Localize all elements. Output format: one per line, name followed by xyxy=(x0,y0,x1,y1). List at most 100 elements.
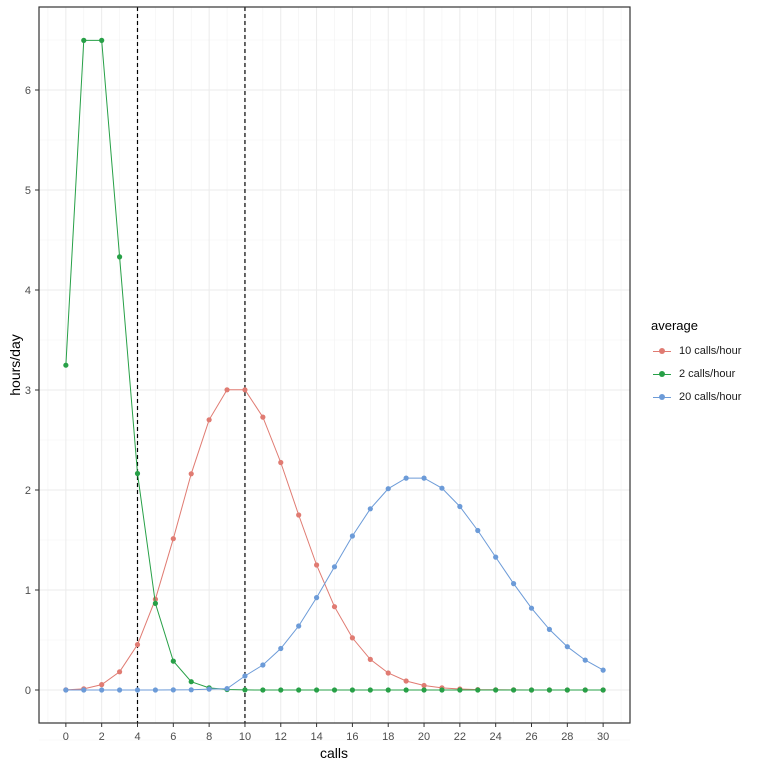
data-point xyxy=(600,667,606,673)
data-point xyxy=(385,670,391,676)
data-point xyxy=(349,687,356,693)
legend-key-icon xyxy=(651,369,673,379)
legend-item-20-calls: 20 calls/hour xyxy=(651,385,741,408)
data-point xyxy=(582,687,588,693)
data-point xyxy=(421,475,427,481)
data-point xyxy=(313,595,320,601)
data-point xyxy=(170,687,176,693)
data-point xyxy=(134,642,141,648)
data-point xyxy=(493,554,499,560)
data-point xyxy=(99,687,105,693)
data-point xyxy=(278,459,284,466)
data-point xyxy=(421,687,427,693)
y-tick-label: 0 xyxy=(25,685,31,697)
data-point xyxy=(278,687,284,693)
data-point xyxy=(242,387,248,393)
data-point xyxy=(224,387,230,393)
data-point xyxy=(546,687,553,693)
legend-label: 2 calls/hour xyxy=(679,367,736,380)
data-point xyxy=(349,635,356,641)
x-tick-label: 20 xyxy=(418,731,430,743)
data-point xyxy=(367,687,373,693)
data-point xyxy=(475,527,481,534)
legend-item-2-calls: 2 calls/hour xyxy=(651,362,741,385)
data-point xyxy=(457,687,463,693)
x-tick-label: 22 xyxy=(454,731,466,743)
x-tick-label: 6 xyxy=(170,731,176,743)
data-point xyxy=(403,678,409,684)
data-point xyxy=(510,687,517,693)
y-tick-label: 2 xyxy=(25,485,31,497)
data-point xyxy=(582,657,588,663)
data-point xyxy=(403,687,409,693)
data-point xyxy=(493,687,499,693)
data-point xyxy=(331,564,338,570)
x-tick-label: 2 xyxy=(99,731,105,743)
data-point xyxy=(367,656,373,663)
data-point xyxy=(188,679,194,685)
y-axis-ticks: 0 1 2 3 4 5 6 xyxy=(25,85,39,697)
data-point xyxy=(224,686,230,692)
data-point xyxy=(206,417,212,423)
data-point xyxy=(296,512,302,518)
data-point xyxy=(63,362,69,368)
x-tick-label: 14 xyxy=(310,731,322,743)
y-tick-label: 5 xyxy=(25,185,31,197)
data-series xyxy=(63,37,606,693)
data-point xyxy=(421,682,427,689)
legend-key-icon xyxy=(651,392,673,402)
data-point xyxy=(349,533,356,539)
y-tick-label: 4 xyxy=(25,285,31,297)
x-tick-label: 0 xyxy=(63,731,69,743)
data-point xyxy=(475,687,481,693)
x-tick-label: 24 xyxy=(490,731,502,743)
data-point xyxy=(134,687,141,693)
data-point xyxy=(439,687,445,693)
legend-title: average xyxy=(651,318,698,333)
data-point xyxy=(385,687,391,693)
x-tick-label: 16 xyxy=(346,731,358,743)
data-point xyxy=(152,600,159,607)
data-point xyxy=(528,605,535,611)
y-tick-label: 1 xyxy=(25,585,31,597)
data-point xyxy=(242,673,248,679)
data-point xyxy=(313,562,320,568)
x-axis-label: calls xyxy=(320,745,348,761)
plot-panel-border xyxy=(38,6,631,724)
legend-label: 20 calls/hour xyxy=(679,390,742,403)
legend-key-icon xyxy=(651,346,673,356)
data-point xyxy=(457,503,463,510)
x-tick-label: 18 xyxy=(382,731,394,743)
data-point xyxy=(313,687,320,693)
data-point xyxy=(331,687,338,693)
data-point xyxy=(242,687,248,693)
legend-item-10-calls: 10 calls/hour xyxy=(651,339,741,362)
data-point xyxy=(188,471,194,477)
data-point xyxy=(81,37,87,44)
x-tick-label: 4 xyxy=(134,731,140,743)
minor-grid xyxy=(39,7,630,741)
data-point xyxy=(134,470,141,477)
data-point xyxy=(170,658,176,664)
data-point xyxy=(260,662,266,668)
data-point xyxy=(260,687,266,693)
x-tick-label: 28 xyxy=(561,731,573,743)
data-point xyxy=(63,687,69,693)
x-tick-label: 26 xyxy=(525,731,537,743)
x-tick-label: 8 xyxy=(206,731,212,743)
x-tick-label: 10 xyxy=(239,731,251,743)
x-tick-label: 12 xyxy=(275,731,287,743)
data-point xyxy=(510,581,517,587)
reference-lines xyxy=(136,7,246,723)
data-point xyxy=(546,626,553,633)
x-tick-label: 30 xyxy=(597,731,609,743)
y-tick-label: 6 xyxy=(25,85,31,97)
data-point xyxy=(385,486,391,492)
x-axis-ticks: 0 2 4 6 8 10 12 14 16 18 20 22 24 26 28 30 xyxy=(63,723,609,743)
data-point xyxy=(331,604,338,610)
data-point xyxy=(278,645,284,652)
data-point xyxy=(600,687,606,693)
data-point xyxy=(367,506,373,512)
data-point xyxy=(116,669,123,675)
